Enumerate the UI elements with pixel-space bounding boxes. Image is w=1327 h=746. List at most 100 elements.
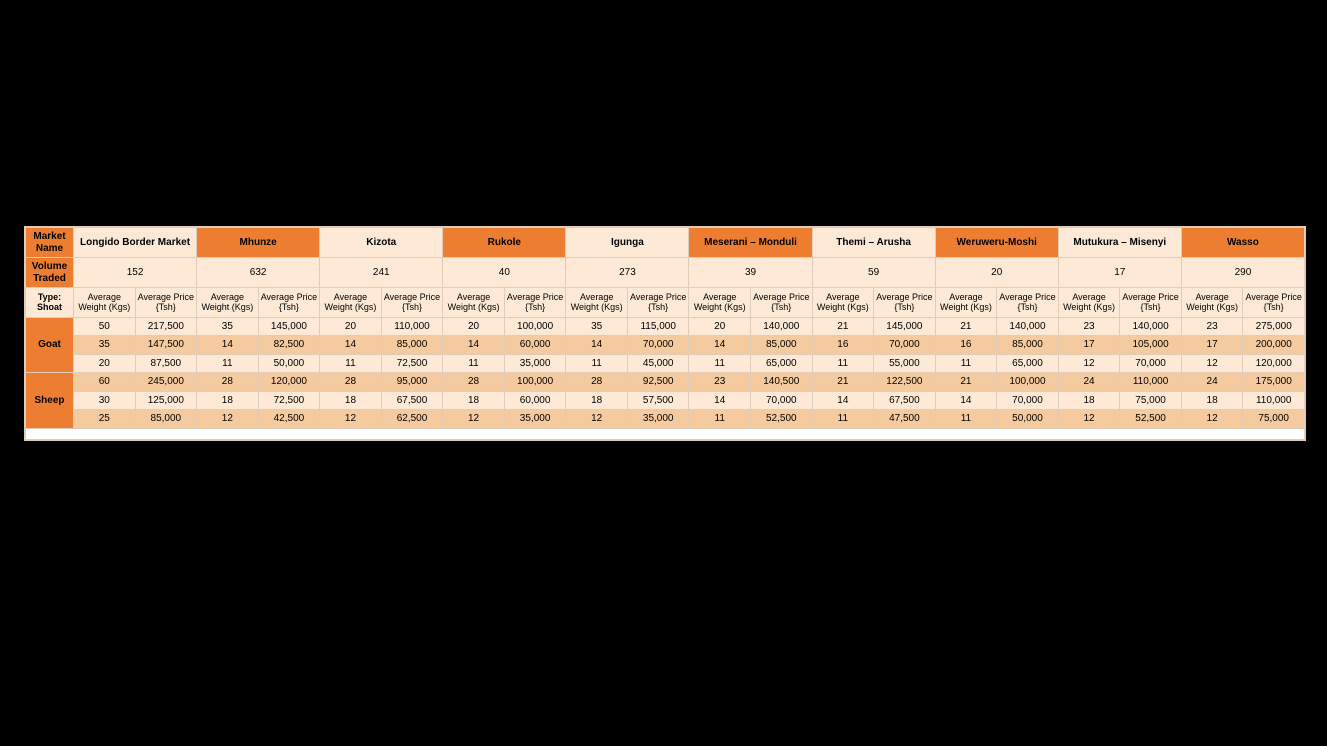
price-cell: 72,500 bbox=[381, 354, 443, 373]
price-cell: 70,000 bbox=[874, 336, 936, 355]
weight-cell: 20 bbox=[689, 317, 751, 336]
weight-cell: 14 bbox=[320, 336, 382, 355]
weight-cell: 25 bbox=[74, 410, 136, 429]
price-cell: 60,000 bbox=[504, 391, 566, 410]
market-header: Meserani – Monduli bbox=[689, 228, 812, 258]
weight-cell: 14 bbox=[689, 391, 751, 410]
weight-cell: 16 bbox=[935, 336, 997, 355]
price-cell: 100,000 bbox=[504, 317, 566, 336]
weight-cell: 18 bbox=[566, 391, 628, 410]
avg-weight-subheader: Average Weight (Kgs) bbox=[566, 288, 628, 318]
avg-weight-subheader: Average Weight (Kgs) bbox=[812, 288, 874, 318]
weight-cell: 28 bbox=[197, 373, 259, 392]
weight-cell: 18 bbox=[197, 391, 259, 410]
avg-weight-subheader: Average Weight (Kgs) bbox=[320, 288, 382, 318]
weight-cell: 21 bbox=[935, 317, 997, 336]
weight-cell: 60 bbox=[74, 373, 136, 392]
price-cell: 52,500 bbox=[1120, 410, 1182, 429]
price-cell: 120,000 bbox=[258, 373, 320, 392]
weight-cell: 14 bbox=[566, 336, 628, 355]
weight-cell: 12 bbox=[1058, 410, 1120, 429]
price-cell: 200,000 bbox=[1243, 336, 1305, 355]
price-cell: 147,500 bbox=[135, 336, 197, 355]
weight-cell: 11 bbox=[935, 410, 997, 429]
weight-cell: 17 bbox=[1058, 336, 1120, 355]
price-cell: 45,000 bbox=[627, 354, 689, 373]
price-cell: 140,000 bbox=[1120, 317, 1182, 336]
weight-cell: 12 bbox=[320, 410, 382, 429]
price-cell: 65,000 bbox=[751, 354, 813, 373]
weight-cell: 20 bbox=[443, 317, 505, 336]
volume-cell: 290 bbox=[1181, 258, 1304, 288]
weight-cell: 21 bbox=[812, 317, 874, 336]
price-cell: 35,000 bbox=[504, 410, 566, 429]
price-cell: 100,000 bbox=[997, 373, 1059, 392]
weight-cell: 20 bbox=[74, 354, 136, 373]
volume-cell: 39 bbox=[689, 258, 812, 288]
volume-cell: 17 bbox=[1058, 258, 1181, 288]
weight-cell: 12 bbox=[566, 410, 628, 429]
market-header: Mutukura – Misenyi bbox=[1058, 228, 1181, 258]
market-table: Market NameLongido Border MarketMhunzeKi… bbox=[25, 227, 1305, 440]
avg-weight-subheader: Average Weight (Kgs) bbox=[1058, 288, 1120, 318]
market-header: Themi – Arusha bbox=[812, 228, 935, 258]
price-cell: 110,000 bbox=[1243, 391, 1305, 410]
weight-cell: 12 bbox=[197, 410, 259, 429]
volume-cell: 152 bbox=[74, 258, 197, 288]
price-cell: 70,000 bbox=[751, 391, 813, 410]
market-header: Kizota bbox=[320, 228, 443, 258]
avg-price-subheader: Average Price {Tsh} bbox=[997, 288, 1059, 318]
weight-cell: 14 bbox=[689, 336, 751, 355]
market-name-header: Market Name bbox=[26, 228, 74, 258]
price-cell: 145,000 bbox=[874, 317, 936, 336]
avg-price-subheader: Average Price {Tsh} bbox=[504, 288, 566, 318]
price-cell: 70,000 bbox=[997, 391, 1059, 410]
avg-weight-subheader: Average Weight (Kgs) bbox=[689, 288, 751, 318]
weight-cell: 12 bbox=[1058, 354, 1120, 373]
volume-traded-header: Volume Traded bbox=[26, 258, 74, 288]
price-cell: 75,000 bbox=[1243, 410, 1305, 429]
weight-cell: 24 bbox=[1181, 373, 1243, 392]
market-header: Mhunze bbox=[197, 228, 320, 258]
weight-cell: 23 bbox=[689, 373, 751, 392]
weight-cell: 18 bbox=[320, 391, 382, 410]
weight-cell: 18 bbox=[1058, 391, 1120, 410]
market-table-container: Market NameLongido Border MarketMhunzeKi… bbox=[24, 226, 1306, 441]
price-cell: 140,000 bbox=[751, 317, 813, 336]
weight-cell: 28 bbox=[443, 373, 505, 392]
weight-cell: 12 bbox=[1181, 410, 1243, 429]
weight-cell: 14 bbox=[935, 391, 997, 410]
weight-cell: 12 bbox=[1181, 354, 1243, 373]
weight-cell: 11 bbox=[197, 354, 259, 373]
avg-price-subheader: Average Price {Tsh} bbox=[1120, 288, 1182, 318]
weight-cell: 11 bbox=[320, 354, 382, 373]
price-cell: 57,500 bbox=[627, 391, 689, 410]
price-cell: 140,500 bbox=[751, 373, 813, 392]
market-header: Rukole bbox=[443, 228, 566, 258]
market-header: Longido Border Market bbox=[74, 228, 197, 258]
price-cell: 85,000 bbox=[751, 336, 813, 355]
weight-cell: 12 bbox=[443, 410, 505, 429]
weight-cell: 35 bbox=[197, 317, 259, 336]
type-label: Goat bbox=[26, 317, 74, 373]
price-cell: 115,000 bbox=[627, 317, 689, 336]
weight-cell: 21 bbox=[812, 373, 874, 392]
price-cell: 67,500 bbox=[874, 391, 936, 410]
avg-weight-subheader: Average Weight (Kgs) bbox=[74, 288, 136, 318]
weight-cell: 11 bbox=[935, 354, 997, 373]
price-cell: 55,000 bbox=[874, 354, 936, 373]
price-cell: 140,000 bbox=[997, 317, 1059, 336]
weight-cell: 11 bbox=[812, 354, 874, 373]
volume-cell: 273 bbox=[566, 258, 689, 288]
price-cell: 95,000 bbox=[381, 373, 443, 392]
price-cell: 70,000 bbox=[627, 336, 689, 355]
price-cell: 85,000 bbox=[381, 336, 443, 355]
weight-cell: 28 bbox=[566, 373, 628, 392]
avg-weight-subheader: Average Weight (Kgs) bbox=[443, 288, 505, 318]
market-header: Wasso bbox=[1181, 228, 1304, 258]
weight-cell: 21 bbox=[935, 373, 997, 392]
price-cell: 175,000 bbox=[1243, 373, 1305, 392]
price-cell: 85,000 bbox=[135, 410, 197, 429]
weight-cell: 30 bbox=[74, 391, 136, 410]
volume-cell: 59 bbox=[812, 258, 935, 288]
